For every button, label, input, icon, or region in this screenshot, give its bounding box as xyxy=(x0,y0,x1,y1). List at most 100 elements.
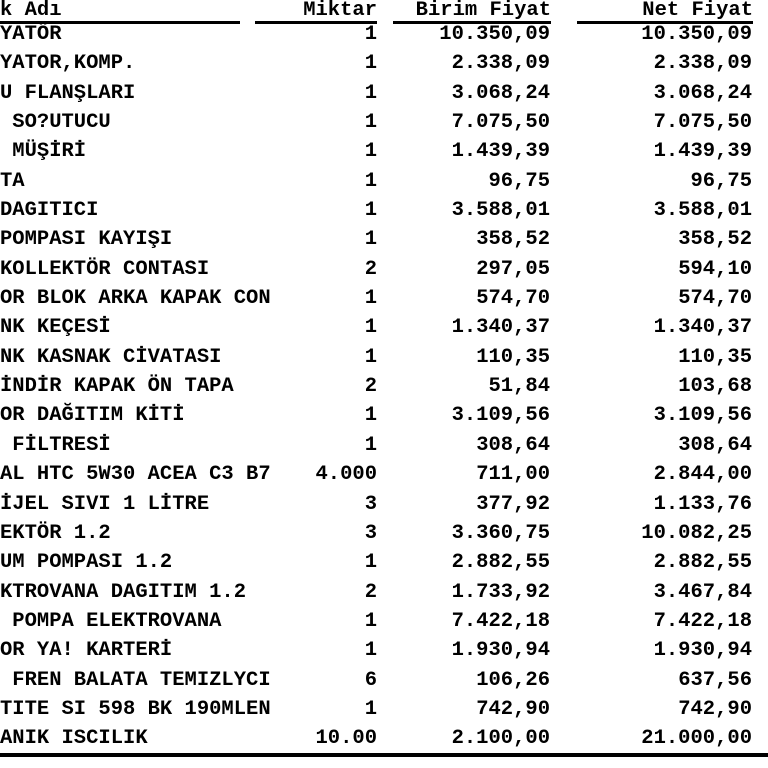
quantity-cell: 1 xyxy=(364,111,377,135)
net-price-cell: 742,90 xyxy=(678,697,752,721)
quantity-cell: 1 xyxy=(364,81,377,105)
part-name-cell: OR YA! KARTERİ xyxy=(0,639,173,663)
net-price-cell: 7.075,50 xyxy=(653,111,752,135)
unit-price-cell: 742,90 xyxy=(476,697,550,721)
part-name-cell: NK KEÇESİ xyxy=(0,316,111,340)
part-name-cell: DAGITICI xyxy=(0,199,99,223)
net-price-cell: 10.350,09 xyxy=(641,23,752,46)
net-price-cell: 2.882,55 xyxy=(653,551,752,575)
part-name-cell: NK KASNAK CİVATASI xyxy=(0,345,222,369)
net-price-cell: 110,35 xyxy=(678,345,752,369)
unit-price-cell: 3.068,24 xyxy=(451,81,550,105)
unit-price-cell: 1.439,39 xyxy=(451,140,550,164)
net-price-cell: 2.338,09 xyxy=(653,52,752,76)
table-row: UM POMPASI 1.2 1 2.882,55 2.882,55 xyxy=(0,548,768,577)
table-header: k Adı Miktar Birim Fiyat Net Fiyat xyxy=(0,0,768,24)
column-header-quantity: Miktar xyxy=(303,0,377,22)
table-row: POMPA ELEKTROVANA 1 7.422,18 7.422,18 xyxy=(0,607,768,636)
part-name-cell: KOLLEKTÖR CONTASI xyxy=(0,257,210,281)
part-name-cell: ANIK ISCILIK xyxy=(0,727,148,751)
unit-price-cell: 297,05 xyxy=(476,257,550,281)
header-rule-net-price xyxy=(577,21,753,24)
net-price-cell: 2.844,00 xyxy=(653,463,752,487)
part-name-cell: MÜŞİRİ xyxy=(0,140,87,164)
part-name-cell: YATÖR xyxy=(0,23,62,46)
part-name-cell: FİLTRESİ xyxy=(0,433,111,457)
part-name-cell: OR DAĞITIM KİTİ xyxy=(0,404,185,428)
part-name-cell: FREN BALATA TEMIZLYCI xyxy=(0,668,271,692)
table-row: NK KASNAK CİVATASI 1 110,35 110,35 xyxy=(0,343,768,372)
quantity-cell: 1 xyxy=(364,316,377,340)
part-name-cell: POMPASI KAYIŞI xyxy=(0,228,173,252)
part-name-cell: EKTÖR 1.2 xyxy=(0,521,111,545)
quantity-cell: 1 xyxy=(364,228,377,252)
table-row: FİLTRESİ 1 308,64 308,64 xyxy=(0,431,768,460)
quantity-cell: 1 xyxy=(364,609,377,633)
part-name-cell: U FLANŞLARI xyxy=(0,81,136,105)
quantity-cell: 3 xyxy=(364,492,377,516)
table-row: MÜŞİRİ 1 1.439,39 1.439,39 xyxy=(0,137,768,166)
unit-price-cell: 1.733,92 xyxy=(451,580,550,604)
unit-price-cell: 7.422,18 xyxy=(451,609,550,633)
quantity-cell: 4.000 xyxy=(315,463,377,487)
table-body: YATÖR 1 10.350,09 10.350,09 YATOR,KOMP. 1 2.33… xyxy=(0,20,768,754)
part-name-cell: OR BLOK ARKA KAPAK CON xyxy=(0,287,271,311)
table-row: İJEL SIVI 1 LİTRE 3 377,92 1.133,76 xyxy=(0,490,768,519)
quantity-cell: 1 xyxy=(364,287,377,311)
table-row: YATÖR 1 10.350,09 10.350,09 xyxy=(0,20,768,49)
part-name-cell: UM POMPASI 1.2 xyxy=(0,551,173,575)
unit-price-cell: 358,52 xyxy=(476,228,550,252)
net-price-cell: 3.588,01 xyxy=(653,199,752,223)
unit-price-cell: 574,70 xyxy=(476,287,550,311)
column-header-net-price: Net Fiyat xyxy=(642,0,753,22)
table-row: OR BLOK ARKA KAPAK CON 1 574,70 574,70 xyxy=(0,284,768,313)
quantity-cell: 1 xyxy=(364,52,377,76)
part-name-cell: İNDİR KAPAK ÖN TAPA xyxy=(0,375,234,399)
unit-price-cell: 106,26 xyxy=(476,668,550,692)
part-name-cell: KTROVANA DAGITIM 1.2 xyxy=(0,580,247,604)
unit-price-cell: 10.350,09 xyxy=(439,23,550,46)
part-name-cell: TITE SI 598 BK 190MLEN xyxy=(0,697,271,721)
quantity-cell: 2 xyxy=(364,375,377,399)
unit-price-cell: 2.338,09 xyxy=(451,52,550,76)
table-row: TITE SI 598 BK 190MLEN 1 742,90 742,90 xyxy=(0,695,768,724)
quantity-cell: 1 xyxy=(364,345,377,369)
unit-price-cell: 96,75 xyxy=(488,169,550,193)
unit-price-cell: 51,84 xyxy=(488,375,550,399)
quantity-cell: 1 xyxy=(364,169,377,193)
net-price-cell: 1.133,76 xyxy=(653,492,752,516)
table-row: DAGITICI 1 3.588,01 3.588,01 xyxy=(0,196,768,225)
net-price-cell: 574,70 xyxy=(678,287,752,311)
quantity-cell: 1 xyxy=(364,639,377,663)
quantity-cell: 1 xyxy=(364,404,377,428)
net-price-cell: 1.930,94 xyxy=(653,639,752,663)
net-price-cell: 308,64 xyxy=(678,433,752,457)
net-price-cell: 594,10 xyxy=(678,257,752,281)
table-row: ANIK ISCILIK 10.00 2.100,00 21.000,00 xyxy=(0,724,768,753)
column-header-unit-price: Birim Fiyat xyxy=(415,0,551,22)
table-bottom-rule xyxy=(0,753,768,757)
unit-price-cell: 3.360,75 xyxy=(451,521,550,545)
unit-price-cell: 377,92 xyxy=(476,492,550,516)
header-rule-quantity xyxy=(255,21,377,24)
quantity-cell: 1 xyxy=(364,140,377,164)
table-row: KTROVANA DAGITIM 1.2 2 1.733,92 3.467,84 xyxy=(0,578,768,607)
header-rule-part-name xyxy=(0,21,240,24)
table-row: OR DAĞITIM KİTİ 1 3.109,56 3.109,56 xyxy=(0,401,768,430)
column-header-part-name: k Adı xyxy=(0,0,62,22)
table-row: İNDİR KAPAK ÖN TAPA 2 51,84 103,68 xyxy=(0,372,768,401)
quantity-cell: 1 xyxy=(364,23,377,46)
table-row: POMPASI KAYIŞI 1 358,52 358,52 xyxy=(0,225,768,254)
quantity-cell: 1 xyxy=(364,199,377,223)
quantity-cell: 1 xyxy=(364,697,377,721)
unit-price-cell: 110,35 xyxy=(476,345,550,369)
net-price-cell: 96,75 xyxy=(690,169,752,193)
net-price-cell: 10.082,25 xyxy=(641,521,752,545)
unit-price-cell: 1.930,94 xyxy=(451,639,550,663)
net-price-cell: 3.068,24 xyxy=(653,81,752,105)
unit-price-cell: 2.882,55 xyxy=(451,551,550,575)
unit-price-cell: 711,00 xyxy=(476,463,550,487)
unit-price-cell: 1.340,37 xyxy=(451,316,550,340)
net-price-cell: 358,52 xyxy=(678,228,752,252)
